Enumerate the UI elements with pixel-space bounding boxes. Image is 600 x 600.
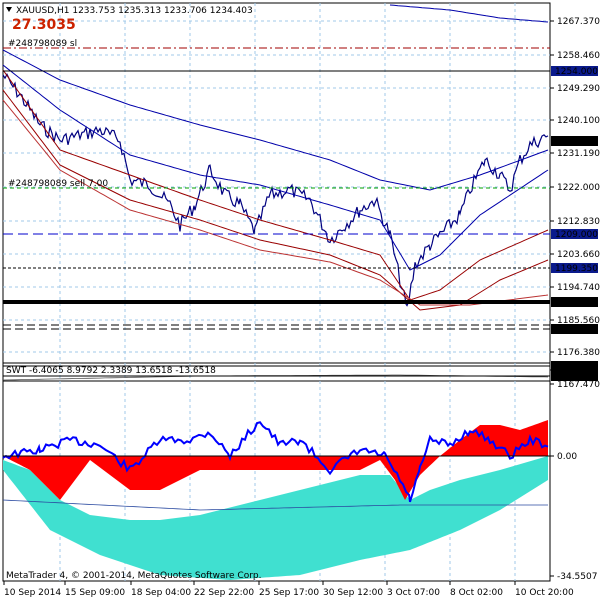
price-chart bbox=[2, 4, 549, 311]
price-tick-label: 1267.370 bbox=[557, 17, 600, 27]
main-chart-frame bbox=[2, 2, 551, 382]
price-tick-label: 1203.660 bbox=[557, 250, 600, 260]
ma-blue-top bbox=[389, 4, 549, 23]
price-tick-label: 1249.290 bbox=[557, 84, 600, 94]
price-tag: 1173.000 bbox=[551, 361, 598, 372]
ma-red-1 bbox=[2, 69, 549, 301]
time-tick-label: 8 Oct 02:00 bbox=[450, 588, 503, 598]
copyright-text: MetaTrader 4, © 2001-2014, MetaQuotes So… bbox=[6, 571, 262, 581]
swt-red-area bbox=[3, 420, 548, 500]
time-tick-label: 22 Sep 22:00 bbox=[194, 588, 254, 598]
price-tag: 1254.000 bbox=[551, 66, 598, 77]
price-tag-label: 1190.000 bbox=[555, 298, 598, 308]
time-tick-label: 15 Sep 09:00 bbox=[65, 588, 125, 598]
ma-blue-outer bbox=[2, 49, 549, 191]
swt-cyan-area bbox=[3, 456, 548, 580]
price-tick-label: 1231.190 bbox=[557, 149, 600, 159]
price-tag-label: 1169.500 bbox=[555, 372, 598, 382]
ind-tick-label: -34.5507 bbox=[557, 572, 597, 582]
ind-tick-label: 0.00 bbox=[557, 452, 577, 462]
price-tick-label: 1222.000 bbox=[557, 183, 600, 193]
ma-red-2 bbox=[2, 89, 549, 311]
chart-menu-triangle-icon[interactable] bbox=[6, 7, 12, 12]
ind-tick-label: 17.5289 bbox=[557, 366, 594, 376]
level-lines bbox=[3, 47, 550, 377]
sell-order-label: #248798089 sell 7.00 bbox=[8, 179, 108, 189]
ma-blue-inner bbox=[2, 64, 549, 271]
price-tag-label: 1254.000 bbox=[555, 67, 598, 77]
price-tag: 1182.500 bbox=[551, 324, 598, 335]
swt-lower-band bbox=[2, 499, 548, 511]
price-tag: 1234.403 bbox=[551, 136, 598, 147]
price-tags: 1254.000 1234.403 1209.000 1199.350 1190.000… bbox=[551, 66, 598, 382]
price-tag: 1209.000 bbox=[551, 229, 598, 240]
time-tick-label: 3 Oct 07:00 bbox=[387, 588, 440, 598]
swt-indicator bbox=[2, 374, 550, 580]
price-tick-label: 1212.830 bbox=[557, 217, 600, 227]
price-tag-label: 1173.000 bbox=[555, 362, 598, 372]
price-tick-label: 1240.100 bbox=[557, 116, 600, 126]
time-tick-label: 18 Sep 04:00 bbox=[131, 588, 191, 598]
price-tag-label: 1234.403 bbox=[555, 137, 598, 147]
ma-red-3 bbox=[2, 99, 549, 306]
price-tag: 1190.000 bbox=[551, 297, 598, 308]
indicator-axis: 17.5289 0.00 -34.5507 bbox=[550, 366, 597, 582]
time-axis: 10 Sep 2014 15 Sep 09:00 18 Sep 04:00 22 Se… bbox=[3, 581, 574, 598]
profit-value: 27.3035 bbox=[12, 17, 76, 33]
time-tick-label: 30 Sep 12:00 bbox=[323, 588, 383, 598]
price-series bbox=[2, 72, 549, 307]
price-tag: 1169.500 bbox=[551, 371, 598, 382]
price-tick-label: 1167.470 bbox=[557, 380, 600, 390]
price-tick-label: 1194.740 bbox=[557, 283, 600, 293]
price-tick-label: 1258.460 bbox=[557, 51, 600, 61]
swt-main-line bbox=[2, 421, 549, 503]
time-tick-label: 10 Sep 2014 bbox=[4, 588, 61, 598]
indicator-frame bbox=[2, 362, 551, 582]
price-tag-label: 1199.350 bbox=[555, 264, 598, 274]
indicator-label: SWT -6.4065 8.9792 2.3389 13.6518 -13.65… bbox=[6, 366, 216, 376]
price-axis: 1267.370 1258.460 1249.290 1240.100 1231.190… bbox=[550, 17, 600, 390]
price-tag-label: 1209.000 bbox=[555, 230, 598, 240]
price-tag-label: 1182.500 bbox=[555, 325, 598, 335]
price-tick-label: 1185.560 bbox=[557, 316, 600, 326]
time-tick-label: 25 Sep 17:00 bbox=[259, 588, 319, 598]
symbol-info: XAUUSD,H1 1233.753 1235.313 1233.706 123… bbox=[16, 6, 253, 16]
price-tag: 1199.350 bbox=[551, 263, 598, 274]
sl-order-label: #248798089 sl bbox=[8, 39, 77, 49]
time-tick-label: 10 Oct 20:00 bbox=[515, 588, 574, 598]
price-tick-label: 1176.380 bbox=[557, 348, 600, 358]
main-grid bbox=[3, 3, 550, 381]
